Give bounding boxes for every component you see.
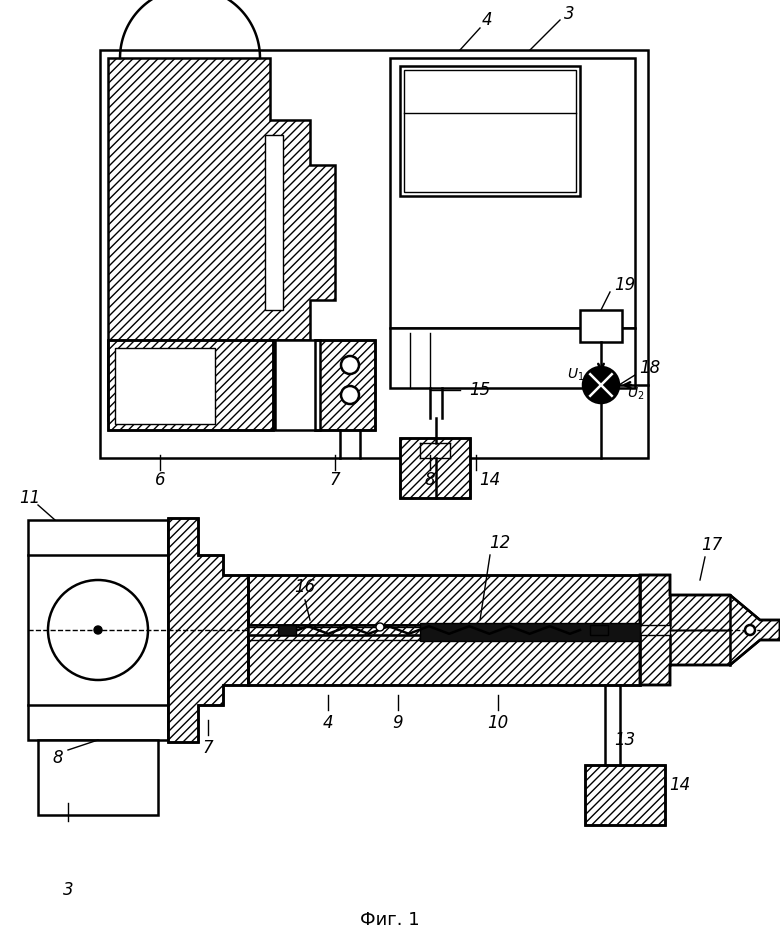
Bar <box>248 627 640 635</box>
Bar <box>580 310 622 342</box>
Bar <box>248 575 640 625</box>
Circle shape <box>341 356 359 374</box>
Bar <box>248 635 640 685</box>
Polygon shape <box>640 575 780 685</box>
Text: 3: 3 <box>564 5 574 23</box>
Bar <box>400 438 470 498</box>
Bar <box>590 625 608 635</box>
Text: 6: 6 <box>154 471 165 489</box>
Text: 7: 7 <box>330 471 340 489</box>
Bar <box>400 66 580 196</box>
Bar <box>585 765 665 825</box>
Bar <box>108 340 273 430</box>
Text: 10: 10 <box>488 714 509 732</box>
Text: 12: 12 <box>489 534 511 552</box>
Bar <box>38 740 158 815</box>
Text: 9: 9 <box>392 714 403 732</box>
Bar <box>248 625 420 640</box>
Bar <box>248 625 640 633</box>
Text: 19: 19 <box>615 276 636 294</box>
Bar <box>315 340 375 430</box>
Text: 4: 4 <box>482 11 492 29</box>
Text: 11: 11 <box>20 489 41 507</box>
Text: 17: 17 <box>701 536 722 554</box>
Bar <box>315 340 375 430</box>
Bar <box>115 348 215 424</box>
Bar <box>275 340 320 430</box>
Text: 7: 7 <box>203 739 213 757</box>
Bar <box>640 625 670 635</box>
Text: 14: 14 <box>480 471 501 489</box>
Bar <box>108 340 273 430</box>
Bar <box>248 575 640 625</box>
Bar <box>404 70 576 192</box>
Text: 8: 8 <box>424 471 435 489</box>
Bar <box>278 625 296 635</box>
Bar <box>420 623 640 641</box>
Bar <box>248 635 640 685</box>
Circle shape <box>745 625 755 635</box>
Bar <box>390 328 635 388</box>
Polygon shape <box>168 518 248 742</box>
Bar <box>100 50 648 458</box>
Circle shape <box>94 626 102 634</box>
Bar <box>400 438 470 498</box>
Bar <box>390 58 635 328</box>
Text: $U_1$: $U_1$ <box>567 367 585 383</box>
Circle shape <box>341 386 359 404</box>
Circle shape <box>48 580 148 680</box>
Circle shape <box>376 623 384 631</box>
Text: Фиг. 1: Фиг. 1 <box>360 911 420 929</box>
Text: 14: 14 <box>669 776 690 794</box>
Bar <box>265 135 283 310</box>
Text: 15: 15 <box>470 381 491 399</box>
Circle shape <box>583 367 619 403</box>
Text: 3: 3 <box>62 881 73 899</box>
Text: 18: 18 <box>640 359 661 377</box>
Text: $U_2$: $U_2$ <box>627 386 645 402</box>
Text: 8: 8 <box>53 749 63 767</box>
Polygon shape <box>108 58 335 420</box>
Text: 4: 4 <box>323 714 333 732</box>
Text: 13: 13 <box>615 731 636 749</box>
Bar <box>28 520 168 740</box>
Text: 16: 16 <box>294 578 316 596</box>
Bar <box>585 765 665 825</box>
